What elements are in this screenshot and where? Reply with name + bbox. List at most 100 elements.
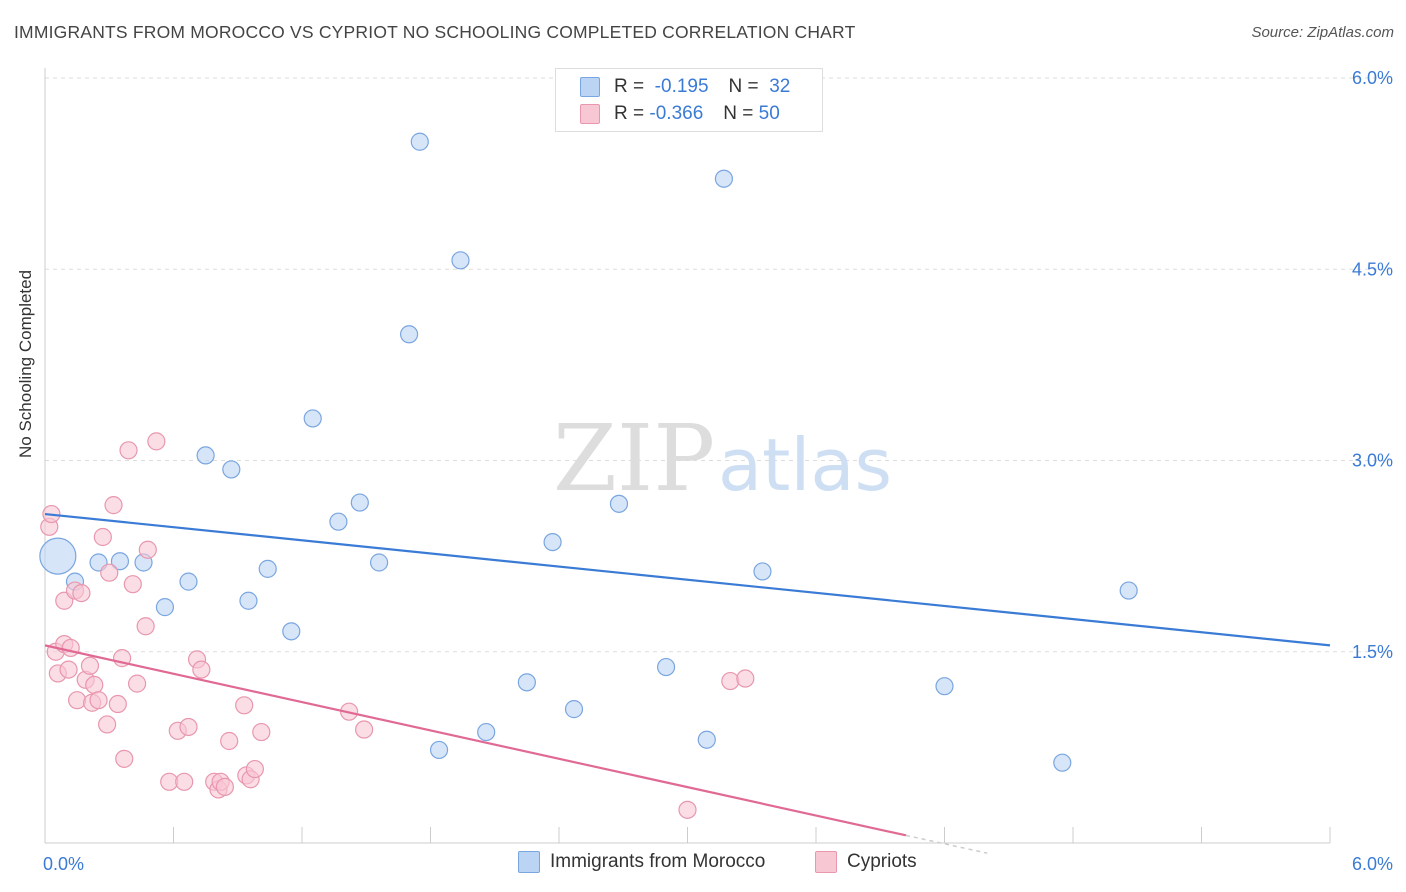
point-morocco <box>350 493 369 512</box>
point-cypriots <box>215 777 234 797</box>
point-cypriots <box>72 583 91 603</box>
point-cypriots <box>235 696 254 715</box>
point-morocco <box>39 537 77 575</box>
stats-legend: R = -0.195 N = 32 R = -0.366 N = 50 <box>555 68 823 132</box>
point-morocco <box>222 460 241 479</box>
legend-row-morocco: R = -0.195 N = 32 <box>580 74 790 100</box>
point-cypriots <box>136 617 155 636</box>
legend-r-value: -0.195 <box>654 76 709 97</box>
point-morocco <box>303 409 322 428</box>
watermark-atlas: atlas <box>718 423 892 507</box>
trend-line-morocco <box>44 512 1331 647</box>
series-legend-cypriots: Cypriots <box>815 851 917 873</box>
legend-r-value: -0.366 <box>649 103 704 124</box>
y-tick-label: 1.5% <box>1352 642 1393 662</box>
point-cypriots <box>147 432 166 451</box>
point-morocco <box>753 562 772 581</box>
point-morocco <box>609 494 629 513</box>
trend-lines <box>44 512 1331 854</box>
watermark: ZIP atlas <box>553 405 892 512</box>
watermark-zip: ZIP <box>553 405 715 512</box>
point-cypriots <box>175 772 194 791</box>
gridlines <box>45 77 1390 653</box>
point-morocco <box>399 325 419 344</box>
point-cypriots <box>252 722 271 742</box>
point-morocco <box>935 677 954 696</box>
x-tick-label: 6.0% <box>1352 854 1393 874</box>
point-morocco <box>429 740 449 760</box>
point-morocco <box>656 657 676 677</box>
legend-n-value: 32 <box>769 76 791 97</box>
point-cypriots <box>59 660 78 679</box>
point-cypriots <box>98 715 117 734</box>
trend-line-cypriots-extension <box>905 834 988 854</box>
point-morocco <box>1053 753 1072 772</box>
point-cypriots <box>115 749 134 768</box>
tick-labels: 1.5% 3.0% 4.5% 6.0% 0.0% 6.0% <box>43 68 1393 874</box>
point-cypriots <box>179 717 198 737</box>
chart-title: IMMIGRANTS FROM MOROCCO VS CYPRIOT NO SC… <box>14 22 856 42</box>
y-tick-label: 3.0% <box>1352 451 1393 471</box>
series-swatch-cypriots <box>815 851 837 873</box>
series-legend-morocco: Immigrants from Morocco <box>518 851 765 873</box>
legend-swatch-cypriots <box>580 104 600 124</box>
point-cypriots <box>678 800 697 819</box>
point-cypriots <box>100 563 119 582</box>
legend-r-label: R = <box>614 76 645 97</box>
trend-line-cypriots <box>44 644 907 837</box>
data-points <box>39 132 1138 819</box>
point-cypriots <box>721 671 740 691</box>
point-cypriots <box>89 691 108 710</box>
y-tick-label: 4.5% <box>1352 259 1393 279</box>
point-cypriots <box>736 669 755 688</box>
point-morocco <box>179 572 198 591</box>
point-morocco <box>564 700 584 719</box>
point-cypriots <box>80 656 100 675</box>
source-credit: Source: ZipAtlas.com <box>1251 24 1394 41</box>
point-cypriots <box>85 675 104 695</box>
point-morocco <box>196 446 215 465</box>
y-axis-label: No Schooling Completed <box>16 269 35 458</box>
point-cypriots <box>123 575 142 594</box>
point-cypriots <box>192 660 211 679</box>
point-morocco <box>370 553 389 572</box>
legend-n-value: 50 <box>758 103 780 124</box>
point-cypriots <box>93 527 112 547</box>
series-label-morocco: Immigrants from Morocco <box>550 851 766 872</box>
point-morocco <box>239 591 258 610</box>
point-morocco <box>1119 581 1138 600</box>
legend-swatch-morocco <box>580 77 600 97</box>
point-cypriots <box>68 691 87 710</box>
point-cypriots <box>220 731 239 751</box>
point-morocco <box>714 169 734 188</box>
series-swatch-morocco <box>518 851 540 873</box>
point-cypriots <box>104 496 123 515</box>
series-label-cypriots: Cypriots <box>847 851 917 872</box>
point-morocco <box>697 730 716 749</box>
point-morocco <box>110 552 130 571</box>
point-cypriots <box>245 759 264 779</box>
point-morocco <box>155 598 175 617</box>
legend-n-label: N = <box>728 76 759 97</box>
point-cypriots <box>138 540 157 559</box>
point-morocco <box>543 532 562 552</box>
axes <box>44 68 1331 844</box>
y-tick-label: 6.0% <box>1352 68 1393 88</box>
point-cypriots <box>61 638 80 658</box>
point-morocco <box>282 622 301 641</box>
point-morocco <box>451 251 470 270</box>
point-morocco <box>329 512 348 531</box>
point-morocco <box>410 132 429 151</box>
legend-n-label: N = <box>723 103 754 124</box>
point-cypriots <box>119 441 138 460</box>
x-tick-label: 0.0% <box>43 854 84 874</box>
point-cypriots <box>355 720 374 739</box>
point-cypriots <box>108 694 127 714</box>
point-morocco <box>258 559 277 578</box>
point-morocco <box>477 722 496 742</box>
legend-row-cypriots: R = -0.366 N = 50 <box>580 101 780 127</box>
point-morocco <box>517 673 536 692</box>
legend-r-label: R = <box>614 103 645 124</box>
point-cypriots <box>127 674 147 693</box>
